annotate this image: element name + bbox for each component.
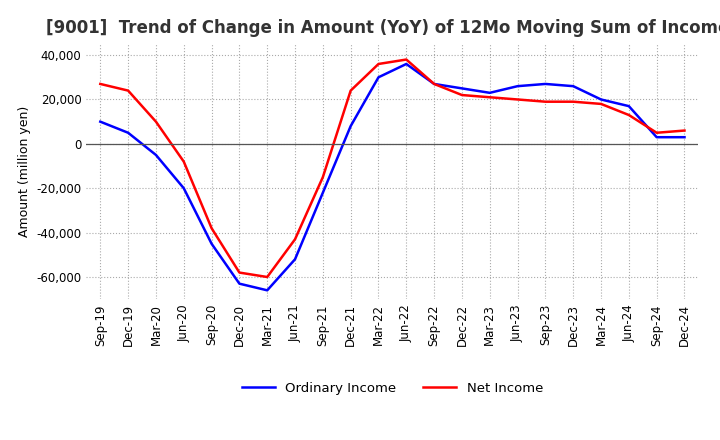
Y-axis label: Amount (million yen): Amount (million yen): [18, 106, 31, 237]
Net Income: [485, 95, 494, 100]
Ordinary Income: [124, 130, 132, 136]
Net Income: [124, 88, 132, 93]
Ordinary Income: [152, 152, 161, 158]
Ordinary Income: [291, 257, 300, 262]
Net Income: [597, 101, 606, 106]
Ordinary Income: [569, 84, 577, 89]
Ordinary Income: [597, 97, 606, 102]
Ordinary Income: [680, 135, 689, 140]
Ordinary Income: [513, 84, 522, 89]
Title: [9001]  Trend of Change in Amount (YoY) of 12Mo Moving Sum of Incomes: [9001] Trend of Change in Amount (YoY) o…: [46, 19, 720, 37]
Net Income: [207, 226, 216, 231]
Ordinary Income: [485, 90, 494, 95]
Ordinary Income: [318, 190, 327, 195]
Net Income: [346, 88, 355, 93]
Net Income: [152, 119, 161, 125]
Net Income: [179, 159, 188, 164]
Net Income: [318, 175, 327, 180]
Ordinary Income: [541, 81, 550, 87]
Ordinary Income: [179, 186, 188, 191]
Net Income: [402, 57, 410, 62]
Net Income: [235, 270, 243, 275]
Net Income: [652, 130, 661, 136]
Ordinary Income: [235, 281, 243, 286]
Legend: Ordinary Income, Net Income: Ordinary Income, Net Income: [237, 376, 548, 400]
Ordinary Income: [96, 119, 104, 125]
Ordinary Income: [374, 75, 383, 80]
Net Income: [569, 99, 577, 104]
Net Income: [680, 128, 689, 133]
Net Income: [374, 61, 383, 66]
Ordinary Income: [263, 288, 271, 293]
Net Income: [430, 81, 438, 87]
Net Income: [263, 275, 271, 280]
Ordinary Income: [207, 241, 216, 246]
Line: Ordinary Income: Ordinary Income: [100, 64, 685, 290]
Ordinary Income: [652, 135, 661, 140]
Net Income: [291, 237, 300, 242]
Ordinary Income: [624, 103, 633, 109]
Ordinary Income: [430, 81, 438, 87]
Net Income: [513, 97, 522, 102]
Net Income: [458, 92, 467, 98]
Net Income: [624, 112, 633, 117]
Ordinary Income: [346, 124, 355, 129]
Line: Net Income: Net Income: [100, 59, 685, 277]
Net Income: [541, 99, 550, 104]
Net Income: [96, 81, 104, 87]
Ordinary Income: [458, 86, 467, 91]
Ordinary Income: [402, 61, 410, 66]
